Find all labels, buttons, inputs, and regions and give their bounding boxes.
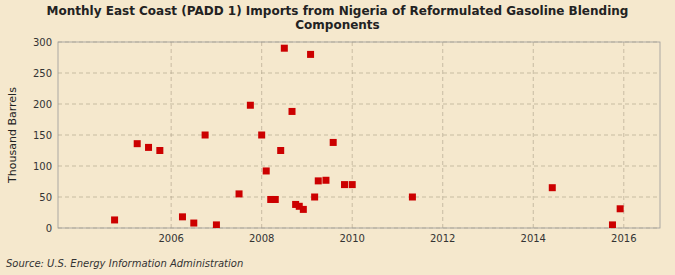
y-grid-line [58,135,660,136]
grid [58,42,660,228]
point [277,147,284,154]
point [341,181,348,188]
x-tick-label: 2012 [430,233,455,244]
x-tick-label: 2006 [158,233,183,244]
point [236,190,243,197]
y-tick-label: 300 [33,37,52,48]
background [0,0,675,275]
point [202,132,209,139]
x-grid-line [623,42,624,228]
y-grid-line [58,104,660,105]
points [111,45,624,228]
plot-frame [58,42,660,228]
point [549,184,556,191]
point [258,132,265,139]
title-line: Monthly East Coast (PADD 1) Imports from… [47,4,629,18]
point [609,221,616,228]
x-tick-label: 2014 [521,233,546,244]
title-line: Components [295,18,380,32]
point [330,139,337,146]
point [156,147,163,154]
title: Monthly East Coast (PADD 1) Imports from… [47,4,629,32]
y-tick-label: 200 [33,99,52,110]
point [179,213,186,220]
point [409,194,416,201]
y-tick-label: 0 [46,223,52,234]
point [289,108,296,115]
point [322,177,329,184]
y-grid-line [58,166,660,167]
point [311,194,318,201]
point [315,177,322,184]
point [190,220,197,227]
point [145,144,152,151]
point [281,45,288,52]
point [307,51,314,58]
point [134,140,141,147]
x-tick-label: 2010 [339,233,364,244]
point [263,167,270,174]
x-grid-line [533,42,534,228]
y-tick-label: 250 [33,68,52,79]
y-tick-label: 100 [33,161,52,172]
source-note: Source: U.S. Energy Information Administ… [6,258,243,269]
point [272,196,279,203]
x-tick-label: 2016 [611,233,636,244]
y-grid-line [58,73,660,74]
y-grid-line [58,197,660,198]
point [111,216,118,223]
y-tick-label: 150 [33,130,52,141]
chart: 2006 2008 2010 2012 2014 2016 0 50 100 150 200 250 3… [0,0,675,275]
point [349,181,356,188]
point [213,221,220,228]
y-axis-label: Thousand Barrels [6,87,19,184]
y-tick-label: 50 [39,192,52,203]
point [617,205,624,212]
point [300,206,307,213]
x-tick-label: 2008 [249,233,274,244]
point [247,102,254,109]
